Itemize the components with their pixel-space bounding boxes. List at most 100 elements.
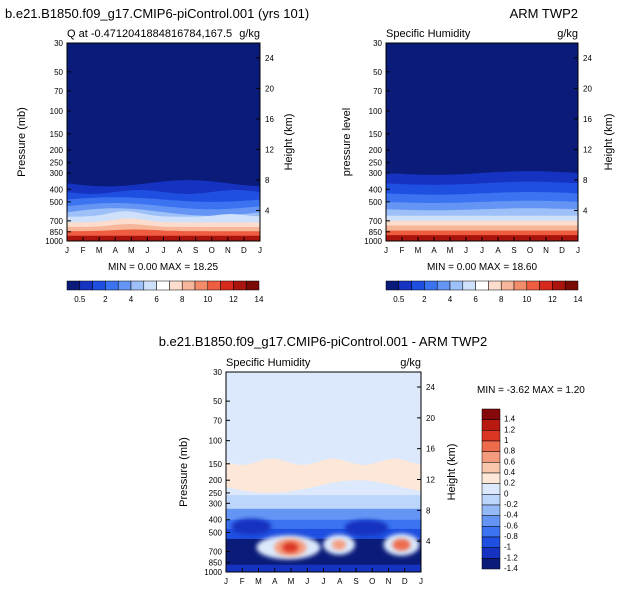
x-tick-label: N xyxy=(543,246,549,255)
colorbar-swatch xyxy=(424,280,438,291)
x-tick-label: M xyxy=(288,577,295,586)
y-tick-label: 200 xyxy=(50,146,64,155)
panel1-subtitle: Q at -0.471204188481678​4,167.5 xyxy=(67,28,232,40)
colorbar-label: 10 xyxy=(203,295,212,304)
panel3-ylabel-right: Height (km) xyxy=(446,444,458,501)
panel2-ylabel: pressure level xyxy=(341,108,353,176)
colorbar-swatch xyxy=(245,280,260,291)
x-tick-label: F xyxy=(240,577,245,586)
colorbar-label: 2 xyxy=(422,295,427,304)
colorbar-swatch xyxy=(398,280,412,291)
colorbar-label: 0.6 xyxy=(504,457,516,466)
y-tick-label: 50 xyxy=(213,397,222,406)
colorbar-swatch xyxy=(143,280,157,291)
colorbar-swatch xyxy=(552,280,566,291)
panel2-colorbar: 0.5 2 4 6 8 10 12 14 xyxy=(385,280,583,304)
y-tick-label: 70 xyxy=(54,87,63,96)
colorbar-swatch xyxy=(500,280,515,291)
colorbar-swatch xyxy=(488,280,502,291)
panel1-units: g/kg xyxy=(239,28,260,40)
colorbar-swatch xyxy=(513,280,528,291)
colorbar-label: 0.4 xyxy=(504,468,516,477)
y-tick-label: 150 xyxy=(50,130,64,139)
colorbar-label: -1 xyxy=(504,543,512,552)
y-right-tick-label: 20 xyxy=(265,84,274,93)
y-tick-label: 300 xyxy=(209,499,223,508)
x-tick-label: D xyxy=(241,246,247,255)
colorbar-label: 0.8 xyxy=(504,447,516,456)
colorbar-swatch xyxy=(481,558,501,570)
colorbar-swatch xyxy=(481,504,501,516)
y-tick-label: 850 xyxy=(50,228,64,237)
y-tick-label: 400 xyxy=(209,516,223,525)
diff-blob xyxy=(392,538,411,551)
colorbar-swatch xyxy=(481,494,501,506)
colorbar-label: 12 xyxy=(229,295,238,304)
y-tick-label: 500 xyxy=(209,528,223,537)
panel3-colorbar: 1.41.210.80.60.40.20-0.2-0.4-0.6-0.8-1-1… xyxy=(481,408,518,573)
x-tick-label: M xyxy=(415,246,422,255)
colorbar-swatch xyxy=(526,280,540,291)
y-tick-label: 30 xyxy=(373,39,382,48)
x-tick-label: D xyxy=(402,577,408,586)
colorbar-label: 0 xyxy=(504,489,509,498)
panel2-ylabel-right: Height (km) xyxy=(603,114,615,171)
colorbar-label: 0.5 xyxy=(74,295,86,304)
y-right-tick-label: 16 xyxy=(265,115,274,124)
y-tick-label: 250 xyxy=(209,489,223,498)
colorbar-label: 1 xyxy=(504,436,509,445)
y-tick-label: 250 xyxy=(50,159,64,168)
y-tick-label: 850 xyxy=(209,559,223,568)
panel1-ylabel: Pressure (mb) xyxy=(16,107,28,177)
y-tick-label: 100 xyxy=(209,437,223,446)
y-tick-label: 300 xyxy=(369,169,383,178)
colorbar-swatch xyxy=(481,451,501,463)
y-right-tick-label: 16 xyxy=(426,445,435,454)
colorbar-swatch xyxy=(481,462,501,474)
colorbar-swatch xyxy=(66,280,81,291)
colorbar-label: 10 xyxy=(522,295,531,304)
y-right-tick-label: 12 xyxy=(426,476,435,485)
y-tick-label: 200 xyxy=(369,146,383,155)
y-right-tick-label: 8 xyxy=(426,506,431,515)
y-tick-label: 200 xyxy=(209,476,223,485)
y-right-tick-label: 4 xyxy=(265,206,270,215)
panel2-subtitle: Specific Humidity xyxy=(386,28,471,40)
x-tick-label: J xyxy=(305,577,309,586)
y-tick-label: 70 xyxy=(373,87,382,96)
y-tick-label: 300 xyxy=(50,169,64,178)
colorbar-label: 6 xyxy=(154,295,159,304)
colorbar-label: 4 xyxy=(448,295,453,304)
diff-positive-upper xyxy=(226,458,421,493)
colorbar-swatch xyxy=(207,280,221,291)
panel1-minmax: MIN = 0.00 MAX = 18.25 xyxy=(108,262,218,273)
x-tick-label: A xyxy=(272,577,278,586)
colorbar-swatch xyxy=(539,280,553,291)
colorbar-label: 8 xyxy=(180,295,185,304)
panel2-minmax: MIN = 0.00 MAX = 18.60 xyxy=(427,262,537,273)
x-tick-label: A xyxy=(177,246,183,255)
y-right-tick-label: 4 xyxy=(426,537,431,546)
x-tick-label: N xyxy=(386,577,392,586)
colorbar-swatch xyxy=(436,280,451,291)
panel2-axes: J F M A M J J A S O N D J305070100150200250300400500… xyxy=(364,39,592,255)
colorbar-label: -0.8 xyxy=(504,532,518,541)
y-tick-label: 500 xyxy=(369,198,383,207)
y-tick-label: 30 xyxy=(54,39,63,48)
panel3-minmax: MIN = -3.62 MAX = 1.20 xyxy=(477,385,585,396)
panel3-plot-area xyxy=(226,372,421,572)
y-tick-label: 70 xyxy=(213,416,222,425)
x-tick-label: M xyxy=(128,246,135,255)
y-right-tick-label: 20 xyxy=(426,414,435,423)
colorbar-swatch xyxy=(481,472,501,484)
colorbar-swatch xyxy=(481,440,501,452)
colorbar-swatch xyxy=(481,526,501,538)
y-tick-label: 250 xyxy=(369,159,383,168)
colorbar-swatch xyxy=(481,430,501,442)
y-tick-label: 100 xyxy=(50,107,64,116)
colorbar-label: 0.2 xyxy=(504,479,516,488)
y-right-tick-label: 20 xyxy=(583,84,592,93)
colorbar-label: -1.4 xyxy=(504,564,518,573)
y-tick-label: 150 xyxy=(209,460,223,469)
